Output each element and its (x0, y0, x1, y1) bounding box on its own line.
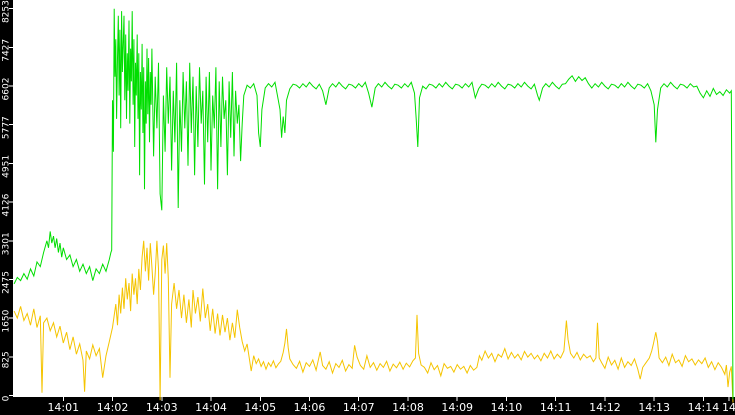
x-axis-band (0, 397, 735, 415)
x-tick-label: 14:01 (47, 401, 79, 414)
y-tick-label: 4951 (2, 155, 12, 178)
x-tick-label: 14:02 (97, 401, 129, 414)
y-tick-label: 0 (2, 395, 12, 401)
y-tick-label: 3301 (2, 232, 12, 255)
series-line-green (13, 8, 734, 400)
y-tick-label: 1650 (2, 309, 12, 332)
x-tick-label: 14:11 (540, 401, 572, 414)
x-tick-label: 14:04 (195, 401, 227, 414)
y-tick-label: 4126 (2, 193, 12, 216)
x-tick-label-partial: 14 (722, 401, 735, 414)
x-tick-label: 14:05 (244, 401, 276, 414)
x-tick-label: 14:03 (146, 401, 178, 414)
y-tick-label: 8253 (2, 0, 12, 23)
x-tick-label: 14:06 (294, 401, 326, 414)
x-tick-label: 14:09 (441, 401, 473, 414)
x-tick-label: 14:12 (589, 401, 621, 414)
y-tick-label: 5777 (2, 116, 12, 139)
y-tick-label: 7427 (2, 39, 12, 62)
series-line-yellow (13, 240, 734, 403)
x-tick-label: 14:13 (638, 401, 670, 414)
x-tick-label: 14:07 (343, 401, 375, 414)
x-tick-label: 14:10 (491, 401, 523, 414)
y-axis-band (0, 0, 13, 415)
y-tick-label: 2475 (2, 271, 12, 294)
y-tick-label: 6602 (2, 78, 12, 101)
x-tick-label: 14:14 (688, 401, 720, 414)
x-tick-label: 14:08 (392, 401, 424, 414)
y-tick-label: 825 (2, 351, 12, 368)
